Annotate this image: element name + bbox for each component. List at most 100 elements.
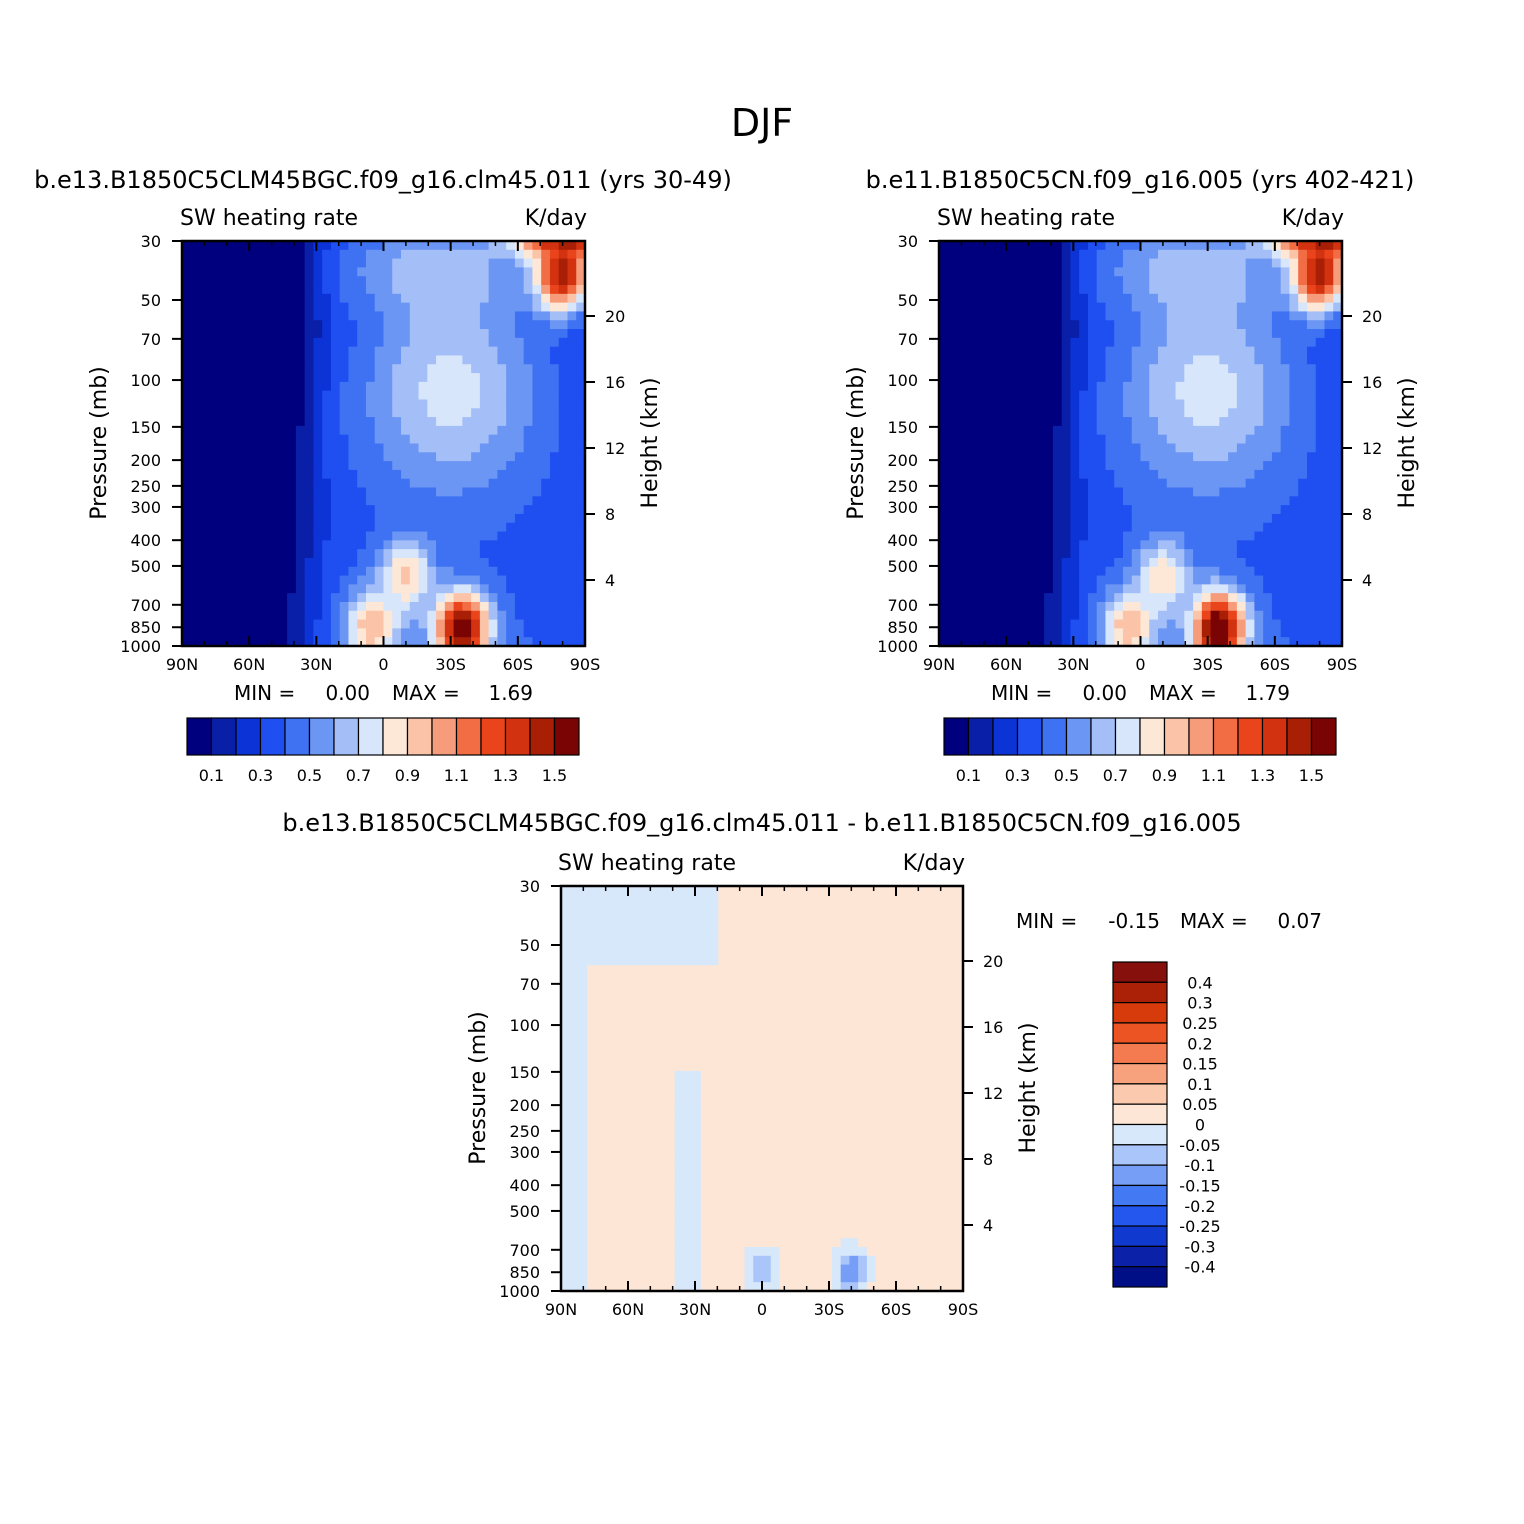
contour-cell <box>1315 364 1326 374</box>
contour-cell <box>252 505 262 515</box>
contour-cell <box>1052 593 1063 603</box>
contour-cell <box>1087 337 1098 348</box>
contour-cell <box>1158 522 1168 533</box>
contour-cell <box>514 469 525 480</box>
contour-cell <box>313 417 323 427</box>
contour-cell <box>1245 637 1255 646</box>
contour-cell <box>939 293 949 304</box>
contour-cell <box>287 469 297 480</box>
contour-cell <box>1079 320 1089 330</box>
contour-cell <box>287 566 297 577</box>
contour-cell <box>479 346 490 357</box>
contour-cell <box>1236 320 1247 330</box>
contour-cell <box>427 241 437 251</box>
contour-cell <box>1263 505 1273 515</box>
contour-cell <box>523 487 534 497</box>
contour-cell <box>208 302 218 313</box>
contour-cell <box>1263 293 1273 304</box>
contour-cell <box>1245 329 1255 339</box>
contour-cell <box>532 584 542 594</box>
contour-cell <box>1149 390 1159 401</box>
contour-cell <box>339 469 350 480</box>
contour-cell <box>488 241 498 251</box>
contour-cell <box>348 346 358 357</box>
contour-cell <box>1289 487 1299 497</box>
contour-cell <box>1236 346 1247 357</box>
contour-cell <box>974 267 984 277</box>
contour-cell <box>427 566 437 577</box>
contour-cell <box>727 921 737 931</box>
contour-cell <box>1263 408 1273 418</box>
contour-cell <box>1035 285 1045 295</box>
contour-cell <box>252 557 262 568</box>
contour-cell <box>1236 434 1247 445</box>
contour-cell <box>322 557 332 568</box>
contour-cell <box>217 329 227 339</box>
contour-cell <box>639 956 649 966</box>
contour-cell <box>1070 628 1080 638</box>
contour-cell <box>1114 425 1124 436</box>
contour-cell <box>630 947 641 958</box>
contour-cell <box>1052 302 1063 313</box>
contour-cell <box>936 947 947 958</box>
contour-cell <box>982 637 993 646</box>
contour-cell <box>1026 425 1036 436</box>
colorbar-swatch <box>943 717 970 756</box>
contour-cell <box>208 478 218 489</box>
contour-cell <box>558 241 569 251</box>
contour-cell <box>260 610 271 621</box>
contour-cell <box>1140 637 1150 646</box>
contour-cell <box>269 390 279 401</box>
contour-cell <box>1271 540 1282 550</box>
contour-cell <box>1333 522 1342 533</box>
contour-cell <box>1289 601 1299 612</box>
contour-cell <box>1263 443 1273 453</box>
contour-cell <box>444 373 455 383</box>
contour-cell <box>1061 390 1072 401</box>
contour-cell <box>243 249 253 260</box>
contour-cell <box>1184 417 1194 427</box>
contour-cell <box>1009 320 1019 330</box>
contour-cell <box>1009 584 1019 594</box>
contour-cell <box>1166 417 1177 427</box>
contour-cell <box>182 461 192 471</box>
contour-cell <box>1219 619 1229 629</box>
contour-cell <box>541 513 551 524</box>
contour-cell <box>956 487 966 497</box>
contour-cell <box>1228 619 1238 629</box>
contour-cell <box>1254 549 1264 559</box>
contour-cell <box>365 285 376 295</box>
contour-cell <box>1236 601 1247 612</box>
contour-cell <box>1315 584 1326 594</box>
contour-cell <box>770 886 781 896</box>
contour-cell <box>471 452 481 462</box>
contour-cell <box>295 540 306 550</box>
contour-cell <box>1070 522 1080 533</box>
contour-cell <box>1271 355 1282 365</box>
contour-cell <box>330 425 341 436</box>
contour-cell <box>357 373 367 383</box>
contour-cell <box>956 381 966 392</box>
contour-cell <box>182 241 192 251</box>
contour-cell <box>304 364 315 374</box>
contour-cell <box>357 469 367 480</box>
contour-cell <box>479 373 490 383</box>
contour-cell <box>225 311 236 321</box>
contour-cell <box>541 610 551 621</box>
contour-cell <box>1009 390 1019 401</box>
contour-cell <box>1035 487 1045 497</box>
contour-cell <box>348 293 358 304</box>
contour-cell <box>991 443 1001 453</box>
contour-cell <box>1254 355 1264 365</box>
contour-cell <box>1070 241 1080 251</box>
contour-cell <box>965 311 975 321</box>
contour-cell <box>1219 320 1229 330</box>
contour-cell <box>1131 425 1142 436</box>
contour-cell <box>576 496 585 506</box>
contour-cell <box>1079 628 1089 638</box>
contour-cell <box>418 355 428 365</box>
contour-cell <box>1044 487 1054 497</box>
contour-cell <box>1149 469 1159 480</box>
contour-cell <box>974 258 984 269</box>
contour-cell <box>1289 575 1299 585</box>
